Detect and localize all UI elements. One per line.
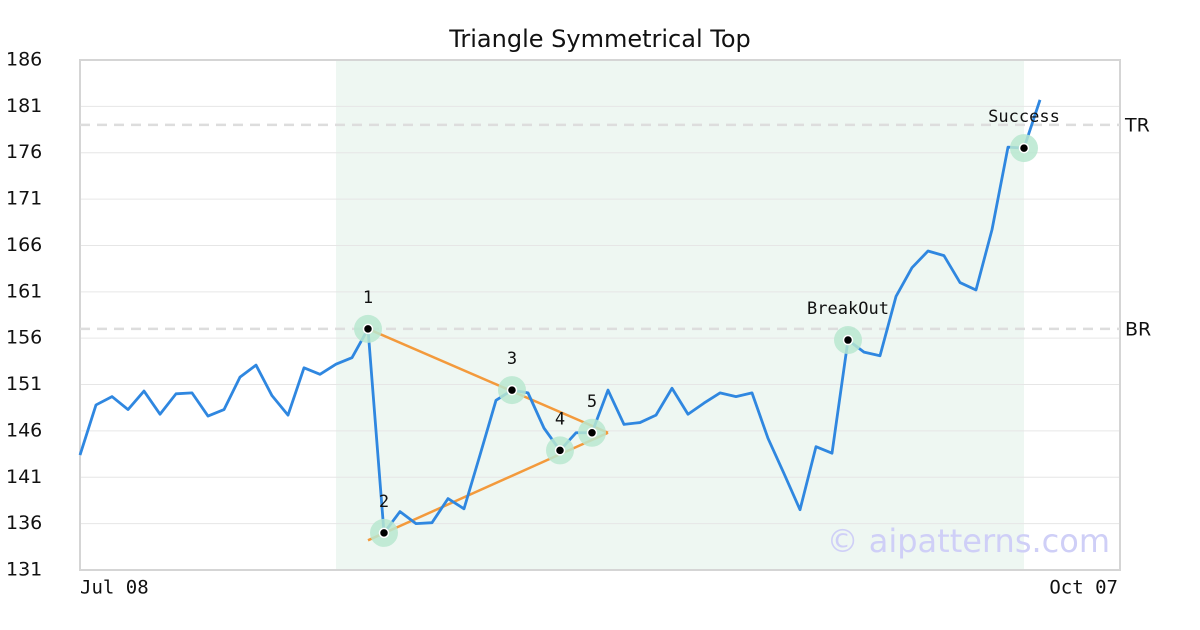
y-tick-label: 136 bbox=[6, 512, 42, 534]
y-tick-label: 166 bbox=[6, 234, 42, 256]
pattern-point bbox=[378, 527, 390, 539]
y-tick-label: 141 bbox=[6, 466, 42, 488]
x-tick-label: Jul 08 bbox=[80, 577, 149, 599]
pattern-point bbox=[842, 334, 854, 346]
pattern-point bbox=[1018, 142, 1030, 154]
y-tick-label: 156 bbox=[6, 327, 42, 349]
pattern-region bbox=[336, 60, 1024, 570]
y-tick-label: 151 bbox=[6, 373, 42, 395]
pattern-point-label: 1 bbox=[363, 288, 373, 308]
pattern-point bbox=[554, 445, 566, 456]
y-tick-label: 181 bbox=[6, 95, 42, 117]
y-tick-label: 176 bbox=[6, 141, 42, 163]
pattern-point bbox=[506, 384, 518, 396]
pattern-point bbox=[362, 323, 374, 335]
pattern-point-label: 2 bbox=[379, 492, 389, 512]
y-tick-label: 131 bbox=[6, 559, 42, 581]
y-tick-label: 146 bbox=[6, 419, 42, 441]
level-label: BR bbox=[1125, 318, 1151, 340]
pattern-point-label: 4 bbox=[555, 409, 565, 429]
y-tick-label: 171 bbox=[6, 188, 42, 210]
pattern-point-label: BreakOut bbox=[807, 299, 889, 319]
pattern-point bbox=[586, 427, 598, 439]
pattern-point-label: 3 bbox=[507, 349, 517, 369]
level-label: TR bbox=[1124, 114, 1150, 136]
x-tick-label: Oct 07 bbox=[1049, 577, 1118, 599]
plot-frame bbox=[79, 59, 1121, 571]
pattern-point-label: 5 bbox=[587, 392, 597, 412]
chart-title: Triangle Symmetrical Top bbox=[448, 25, 751, 53]
pattern-point-label: Success bbox=[988, 107, 1060, 127]
y-tick-label: 161 bbox=[6, 280, 42, 302]
trendline bbox=[367, 327, 609, 434]
y-tick-label: 186 bbox=[6, 49, 42, 71]
watermark: © aipatterns.com bbox=[827, 522, 1110, 560]
